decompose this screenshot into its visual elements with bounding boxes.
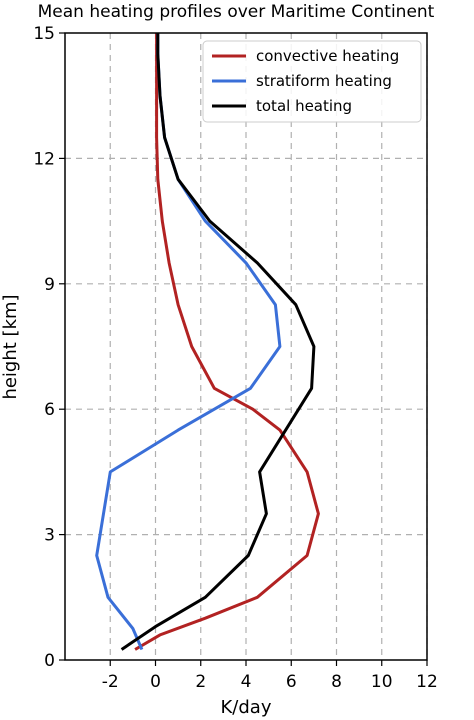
total-heating-legend-label: total heating <box>256 97 352 115</box>
x-tick-label: 2 <box>195 672 206 692</box>
x-axis-label: K/day <box>221 697 272 718</box>
y-axis-label: height [km] <box>0 294 21 399</box>
stratiform-heating-legend-label: stratiform heating <box>256 72 392 90</box>
x-tick-label: 6 <box>286 672 297 692</box>
grid <box>65 33 428 660</box>
total-heating-line <box>120 33 316 651</box>
x-tick-label: 8 <box>331 672 342 692</box>
axis-ticks: -2 0 2 4 6 8 10 12 0 3 6 9 12 15 <box>33 24 437 692</box>
chart-title: Mean heating profiles over Maritime Cont… <box>38 2 435 22</box>
y-tick-label: 6 <box>44 400 55 420</box>
x-tick-label: -2 <box>102 672 119 692</box>
convective-heating-line <box>134 33 320 651</box>
series-layer <box>95 33 320 651</box>
y-tick-label: 15 <box>33 24 55 44</box>
x-tick-label: 0 <box>150 672 161 692</box>
stratiform-heating-line <box>95 33 282 651</box>
y-tick-label: 0 <box>44 651 55 671</box>
x-tick-label: 4 <box>241 672 252 692</box>
x-tick-label: 12 <box>416 672 438 692</box>
x-tick-label: 10 <box>371 672 393 692</box>
legend-box <box>202 40 422 123</box>
y-tick-label: 12 <box>33 149 55 169</box>
y-tick-label: 9 <box>44 275 55 295</box>
y-tick-label: 3 <box>44 526 55 546</box>
convective-heating-legend-label: convective heating <box>256 47 399 65</box>
legend: convective heating stratiform heating tota… <box>202 40 422 123</box>
